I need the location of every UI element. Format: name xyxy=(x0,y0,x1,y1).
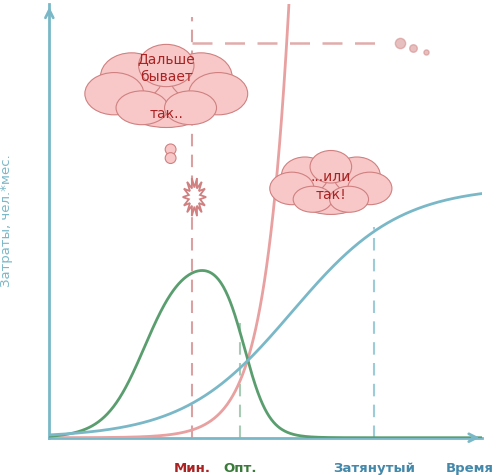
Ellipse shape xyxy=(333,157,380,194)
Text: ...или
так!: ...или так! xyxy=(311,170,351,202)
Ellipse shape xyxy=(165,152,176,163)
Text: Затраты, чел.*мес.: Затраты, чел.*мес. xyxy=(0,154,12,287)
Ellipse shape xyxy=(310,151,352,183)
Ellipse shape xyxy=(165,144,176,155)
Ellipse shape xyxy=(270,172,314,205)
Point xyxy=(409,44,417,51)
Ellipse shape xyxy=(189,73,248,115)
Polygon shape xyxy=(183,178,206,216)
Point xyxy=(396,39,404,47)
Point xyxy=(422,48,430,56)
Ellipse shape xyxy=(289,158,372,214)
Text: Опт.: Опт. xyxy=(223,462,256,475)
Text: Дальше
бывает

так..: Дальше бывает так.. xyxy=(137,52,195,121)
Ellipse shape xyxy=(100,53,163,101)
Ellipse shape xyxy=(281,157,328,194)
Ellipse shape xyxy=(293,186,332,212)
Ellipse shape xyxy=(165,91,217,125)
Ellipse shape xyxy=(111,54,222,127)
Ellipse shape xyxy=(85,73,144,115)
Text: Мин.: Мин. xyxy=(174,462,211,475)
Ellipse shape xyxy=(139,44,194,86)
Text: Время: Время xyxy=(446,462,494,475)
Text: Затянутый: Затянутый xyxy=(333,462,415,475)
Ellipse shape xyxy=(116,91,168,125)
Ellipse shape xyxy=(170,53,232,101)
Ellipse shape xyxy=(329,186,369,212)
Ellipse shape xyxy=(348,172,392,205)
